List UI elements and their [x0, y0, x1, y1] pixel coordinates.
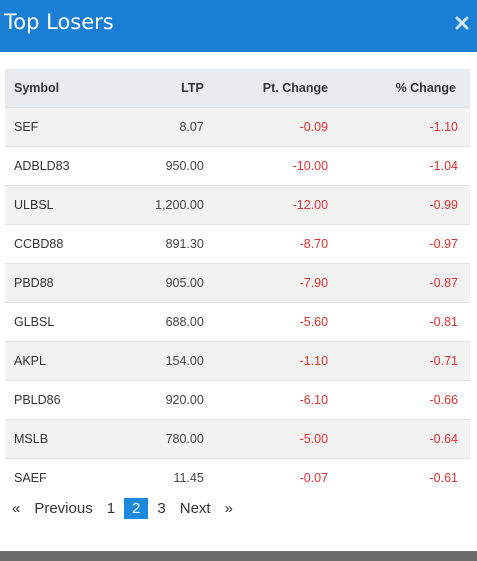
footer-bar	[0, 551, 477, 561]
cell-ltp: 780.00	[165, 431, 204, 446]
cell-pct-change: -0.99	[429, 197, 459, 212]
cell-pct-change: -1.10	[429, 119, 459, 134]
cell-pct-change: -0.64	[429, 431, 459, 446]
table-row[interactable]: CCBD88 891.30 -8.70 -0.97	[5, 224, 470, 263]
first-page-link[interactable]: «	[12, 499, 21, 517]
cell-pt-change: -8.70	[299, 236, 329, 251]
header-pt-change[interactable]: Pt. Change	[262, 80, 329, 95]
modal-title: Top Losers	[4, 10, 114, 34]
close-button[interactable]	[454, 11, 470, 35]
cell-pt-change: -12.00	[292, 197, 329, 212]
cell-ltp: 1,200.00	[155, 197, 204, 212]
losers-table-container: Symbol LTP Pt. Change % Change SEF 8.07 -0…	[5, 69, 470, 497]
last-page-link[interactable]: »	[224, 499, 233, 517]
cell-pt-change: -1.10	[299, 353, 329, 368]
cell-ltp: 11.45	[173, 470, 204, 485]
cell-pt-change: -6.10	[299, 392, 329, 407]
cell-pct-change: -0.71	[429, 353, 459, 368]
cell-symbol: MSLB	[14, 431, 49, 446]
table-row[interactable]: ULBSL 1,200.00 -12.00 -0.99	[5, 185, 470, 224]
cell-pct-change: -0.81	[429, 314, 459, 329]
losers-table: Symbol LTP Pt. Change % Change SEF 8.07 -0…	[5, 69, 470, 497]
cell-symbol: SEF	[14, 119, 39, 134]
table-row[interactable]: PBLD86 920.00 -6.10 -0.66	[5, 380, 470, 419]
cell-symbol: AKPL	[14, 353, 46, 368]
cell-ltp: 920.00	[165, 392, 204, 407]
cell-pt-change: -10.00	[292, 158, 329, 173]
cell-symbol: GLBSL	[14, 314, 55, 329]
header-symbol[interactable]: Symbol	[14, 80, 60, 95]
page-2-link[interactable]: 2	[124, 497, 149, 519]
table-header-row: Symbol LTP Pt. Change % Change	[5, 69, 470, 107]
cell-symbol: PBLD86	[14, 392, 61, 407]
cell-pct-change: -0.97	[429, 236, 459, 251]
table-row[interactable]: AKPL 154.00 -1.10 -0.71	[5, 341, 470, 380]
table-row[interactable]: ADBLD83 950.00 -10.00 -1.04	[5, 146, 470, 185]
table-row[interactable]: MSLB 780.00 -5.00 -0.64	[5, 419, 470, 458]
cell-ltp: 905.00	[165, 275, 204, 290]
cell-pt-change: -0.07	[299, 470, 329, 485]
page-3-link[interactable]: 3	[157, 499, 166, 517]
cell-symbol: ULBSL	[14, 197, 54, 212]
next-link[interactable]: Next	[179, 499, 211, 517]
table-row[interactable]: SEF 8.07 -0.09 -1.10	[5, 107, 470, 146]
table-row[interactable]: PBD88 905.00 -7.90 -0.87	[5, 263, 470, 302]
cell-ltp: 154.00	[165, 353, 204, 368]
cell-ltp: 950.00	[165, 158, 204, 173]
cell-pct-change: -0.61	[429, 470, 459, 485]
cell-symbol: CCBD88	[14, 236, 64, 251]
header-pct-change[interactable]: % Change	[395, 80, 456, 95]
cell-pt-change: -5.00	[299, 431, 329, 446]
table-body: SEF 8.07 -0.09 -1.10 ADBLD83 950.00 -10.00 -1.0…	[5, 107, 470, 497]
cell-ltp: 8.07	[179, 119, 204, 134]
table-row[interactable]: GLBSL 688.00 -5.60 -0.81	[5, 302, 470, 341]
cell-pt-change: -0.09	[299, 119, 329, 134]
cell-pct-change: -0.87	[429, 275, 459, 290]
modal-header: Top Losers	[0, 0, 477, 52]
page-1-link[interactable]: 1	[106, 499, 116, 517]
cell-ltp: 891.30	[165, 236, 204, 251]
cell-pct-change: -1.04	[429, 158, 459, 173]
previous-link[interactable]: Previous	[34, 499, 93, 517]
close-icon	[455, 16, 469, 30]
pagination: « Previous 1 2 3 Next »	[5, 497, 240, 519]
cell-pt-change: -7.90	[299, 275, 329, 290]
cell-symbol: ADBLD83	[14, 158, 70, 173]
cell-pt-change: -5.60	[299, 314, 329, 329]
cell-ltp: 688.00	[165, 314, 204, 329]
header-ltp[interactable]: LTP	[181, 80, 204, 95]
cell-symbol: PBD88	[14, 275, 54, 290]
table-row[interactable]: SAEF 11.45 -0.07 -0.61	[5, 458, 470, 497]
cell-pct-change: -0.66	[429, 392, 459, 407]
cell-symbol: SAEF	[14, 470, 47, 485]
